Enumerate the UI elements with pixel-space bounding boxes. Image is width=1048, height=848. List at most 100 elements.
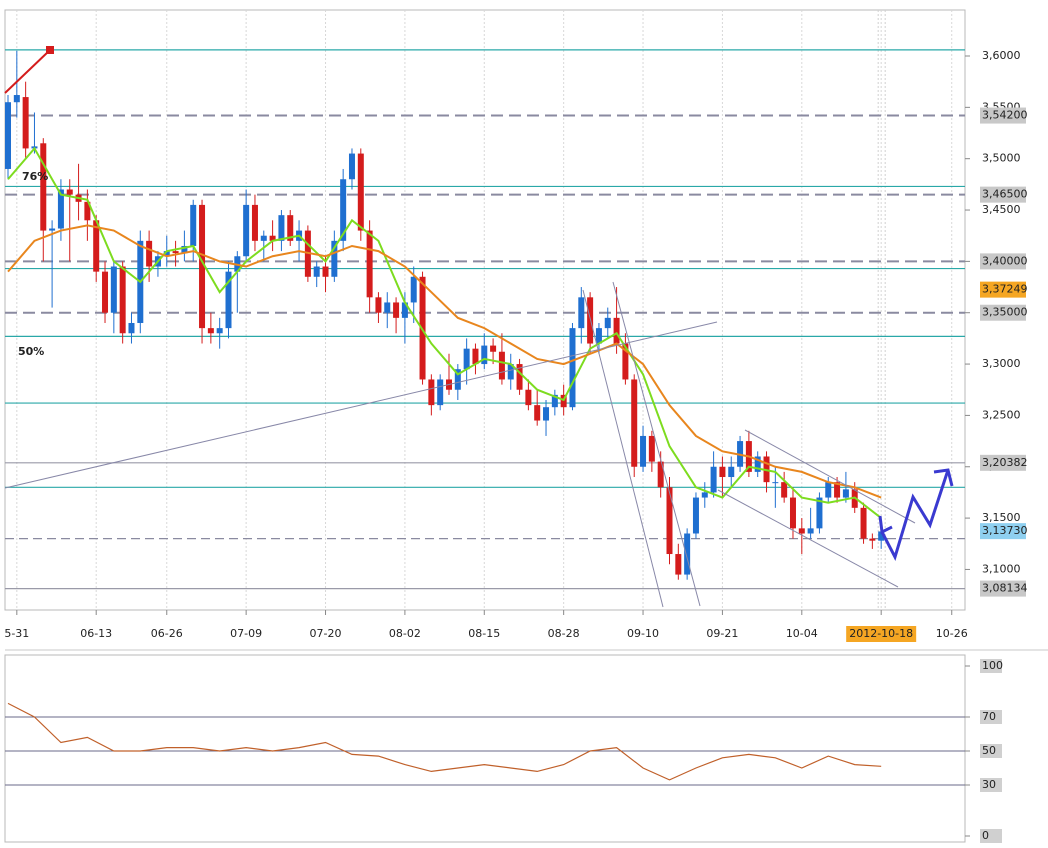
candle-body — [454, 369, 461, 390]
annotation: 50% — [18, 345, 44, 358]
x-tick-label: 10-26 — [936, 627, 968, 640]
candle-body — [701, 492, 708, 498]
candle-body — [251, 204, 258, 241]
red-line — [4, 49, 51, 94]
candle-body — [110, 266, 117, 313]
x-tick-label: 08-28 — [548, 627, 580, 640]
x-tick-label: 07-20 — [310, 627, 342, 640]
level-label: 3,46500 — [982, 188, 1028, 201]
candle-body — [772, 482, 779, 484]
level-box — [980, 523, 1026, 540]
candle-body — [357, 153, 364, 231]
candle-body — [878, 531, 885, 541]
level-box — [980, 454, 1026, 471]
y-tick-label: 50 — [982, 744, 996, 757]
candle-body — [366, 230, 373, 298]
candle-body — [543, 407, 550, 421]
candle-body — [119, 266, 126, 334]
candle-body — [587, 297, 594, 344]
x-tick-label: 10-04 — [786, 627, 818, 640]
drawings: 76% 50% — [4, 46, 954, 608]
y-tick-box — [980, 744, 1002, 758]
candle-body — [754, 456, 761, 472]
candle-body — [728, 466, 735, 478]
candle-body — [49, 228, 56, 231]
candle-body — [622, 343, 629, 380]
candle-body — [190, 204, 197, 246]
channel-line — [717, 489, 899, 588]
candle-body — [534, 405, 541, 421]
candle-body — [789, 497, 796, 529]
candle-body — [5, 102, 11, 169]
y-tick-label: 0 — [982, 829, 989, 842]
candle-body — [525, 389, 532, 406]
y-tick-box — [980, 710, 1002, 724]
level-label: 3,40000 — [982, 254, 1028, 267]
candle-body — [313, 266, 320, 277]
candle-body — [410, 276, 417, 303]
candle-body — [640, 435, 647, 467]
level-label: 3,35000 — [982, 306, 1028, 319]
candle-body — [348, 153, 355, 180]
trend-line — [612, 281, 701, 607]
candle-body — [322, 266, 329, 277]
candle-body — [684, 533, 691, 575]
level-box — [980, 186, 1026, 203]
x-tick-label: 06-13 — [80, 627, 112, 640]
candle-body — [287, 215, 294, 241]
candle-body — [719, 466, 726, 478]
candle-body — [842, 489, 849, 498]
candle-body — [84, 201, 91, 221]
candle-body — [437, 379, 444, 406]
x-tick-label: 5-31 — [4, 627, 29, 640]
candle-body — [428, 379, 435, 406]
x-tick-label: 09-10 — [627, 627, 659, 640]
level-box — [980, 253, 1026, 270]
candle-body — [648, 435, 655, 462]
x-tick-label: 2012-10-18 — [849, 627, 913, 640]
candle-body — [569, 328, 576, 408]
candle-body — [516, 364, 523, 390]
rsi-line — [7, 702, 882, 781]
candle-body — [675, 554, 682, 575]
candle-body — [57, 189, 64, 229]
candle-body — [463, 348, 470, 370]
candle-body — [216, 328, 223, 334]
y-tick-label: 3,1000 — [982, 562, 1021, 575]
x-tick-label: 06-26 — [151, 627, 183, 640]
candle-body — [807, 528, 814, 534]
x-tick-label: 08-15 — [468, 627, 500, 640]
candle-body — [666, 487, 673, 555]
candle-body — [710, 466, 717, 493]
channel-line — [744, 429, 916, 524]
candle-body — [816, 497, 823, 529]
candle-body — [199, 204, 206, 329]
candle-body — [595, 328, 602, 344]
level-label: 3,54200 — [982, 109, 1028, 122]
candle-body — [146, 240, 153, 267]
x-tick-label: 09-21 — [706, 627, 738, 640]
candle-body — [578, 297, 585, 329]
level-box — [980, 580, 1026, 597]
y-tick-label: 100 — [982, 659, 1003, 672]
candle-body — [604, 317, 611, 329]
candle-body — [481, 345, 488, 365]
candle-body — [834, 482, 841, 498]
candle-body — [472, 348, 479, 365]
candle-body — [331, 240, 338, 277]
candle-body — [243, 204, 250, 257]
candle-body — [40, 143, 47, 231]
candle-body — [172, 251, 179, 254]
y-tick-label: 30 — [982, 778, 996, 791]
candle-body — [860, 507, 867, 539]
level-label: 3,08134 — [982, 582, 1028, 595]
rsi-panel — [4, 654, 966, 843]
candle-body — [551, 394, 558, 408]
candle-body — [825, 482, 832, 498]
level-box — [980, 281, 1026, 298]
candle-body — [93, 220, 100, 272]
candle-body — [207, 328, 214, 334]
x-tick-label: 08-02 — [389, 627, 421, 640]
y-tick-label: 3,4500 — [982, 203, 1021, 216]
candle-body — [22, 97, 29, 149]
